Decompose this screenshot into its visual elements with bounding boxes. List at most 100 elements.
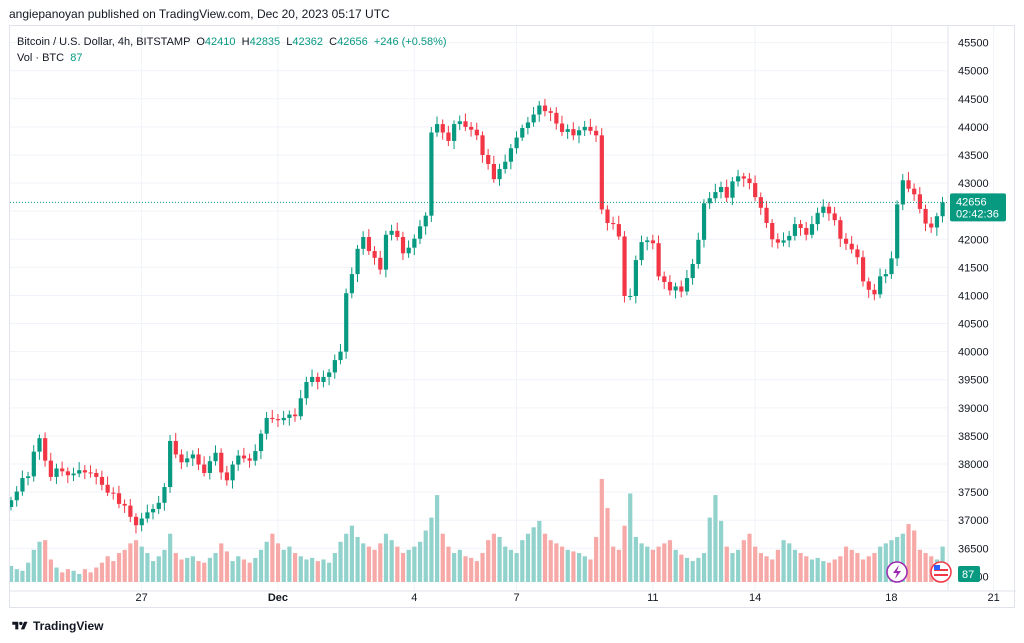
candle-body	[423, 215, 428, 227]
volume-bar	[383, 533, 389, 582]
candle-body	[838, 220, 843, 239]
candle-body	[662, 276, 667, 282]
y-tick-label: 43000	[958, 178, 989, 190]
candlestick-chart[interactable]: 3600036500370003750038000385003900039500…	[10, 26, 1016, 609]
y-tick-label: 40500	[958, 319, 989, 331]
candle-body	[594, 130, 599, 136]
us-flag-icon[interactable]	[930, 561, 952, 583]
candle-body	[906, 180, 911, 189]
volume-bar	[821, 561, 826, 582]
volume-bar	[554, 543, 559, 582]
volume-bar	[10, 565, 14, 582]
volume-bar	[71, 570, 76, 582]
volume-bar	[491, 533, 496, 582]
candle-body	[582, 126, 587, 131]
candle-body	[497, 169, 502, 180]
candle-body	[628, 296, 633, 298]
candle-body	[645, 240, 650, 243]
candle-body	[145, 512, 150, 519]
candle-body	[344, 293, 349, 352]
tradingview-footer[interactable]: TradingView	[12, 619, 103, 633]
candle-body	[753, 183, 758, 198]
volume-bar	[128, 543, 133, 582]
volume-bar	[14, 569, 19, 582]
y-tick-label: 44000	[958, 122, 989, 134]
symbol-title[interactable]: Bitcoin / U.S. Dollar, 4h, BITSTAMP	[17, 36, 191, 48]
volume-bar	[213, 553, 218, 582]
candle-body	[298, 398, 303, 417]
volume-bar	[906, 524, 911, 582]
volume-bar	[452, 553, 457, 582]
volume-bar	[463, 556, 468, 582]
volume-bar	[792, 549, 798, 582]
brand-name: TradingView	[33, 619, 104, 633]
candle-body	[446, 132, 451, 141]
volume-bar	[310, 557, 315, 582]
x-tick-label: Dec	[268, 592, 288, 604]
close-label: C	[329, 36, 338, 48]
volume-bar	[361, 543, 366, 582]
volume-bar	[151, 561, 156, 582]
volume-bar	[168, 533, 173, 582]
candle-body	[940, 202, 945, 217]
candle-body	[82, 470, 88, 473]
volume-bar	[826, 562, 832, 582]
candle-body	[542, 105, 548, 112]
candle-body	[514, 137, 519, 149]
y-tick-label: 37500	[958, 487, 989, 499]
y-tick-label: 40000	[958, 347, 989, 359]
x-tick-label: 14	[749, 592, 761, 604]
volume-badge	[958, 566, 980, 582]
candle-body	[99, 476, 105, 485]
volume-bar	[832, 559, 837, 582]
candle-body	[588, 126, 593, 131]
volume-bar	[281, 549, 286, 582]
candle-body	[349, 274, 354, 294]
volume-bar	[843, 546, 849, 582]
volume-bar	[849, 549, 854, 582]
volume-bar	[616, 549, 621, 582]
volume-value: 87	[70, 52, 83, 64]
volume-bar	[679, 554, 684, 582]
candle-body	[696, 239, 701, 264]
candle-body	[122, 503, 127, 506]
candle-body	[605, 209, 610, 223]
volume-bar	[809, 559, 815, 582]
volume-bar	[508, 549, 514, 582]
volume-bar	[190, 556, 195, 582]
volume-bar	[253, 557, 258, 582]
y-tick-label: 45000	[958, 66, 989, 78]
volume-label[interactable]: Vol · BTC	[17, 52, 65, 64]
candle-body	[781, 240, 786, 243]
candle-body	[463, 121, 468, 127]
candle-body	[673, 286, 678, 291]
volume-bar	[332, 553, 337, 582]
volume-bar	[724, 546, 729, 582]
candle-body	[571, 129, 576, 136]
volume-bar	[321, 559, 326, 582]
candle-body	[503, 161, 508, 170]
last-price-value: 42656	[956, 196, 987, 208]
volume-bar	[304, 559, 309, 582]
candle-body	[633, 260, 638, 297]
volume-bar	[696, 557, 701, 582]
volume-bar	[577, 553, 582, 582]
candle-body	[849, 243, 854, 250]
candle-body	[480, 135, 485, 155]
candle-body	[258, 433, 264, 452]
volume-bar	[236, 556, 241, 582]
candle-body	[77, 470, 82, 474]
y-tick-label: 44500	[958, 94, 989, 106]
candle-body	[395, 230, 400, 238]
volume-bar	[736, 549, 741, 582]
candle-body	[133, 516, 139, 526]
candle-body	[474, 129, 479, 136]
y-tick-label: 43500	[958, 150, 989, 162]
candle-body	[912, 188, 917, 195]
volume-bar	[293, 553, 298, 582]
candle-body	[48, 460, 53, 477]
candle-body	[469, 126, 474, 130]
volume-bar	[559, 546, 565, 582]
events-lightning-icon[interactable]	[886, 561, 908, 583]
chart-pane[interactable]: 3600036500370003750038000385003900039500…	[9, 25, 1016, 609]
